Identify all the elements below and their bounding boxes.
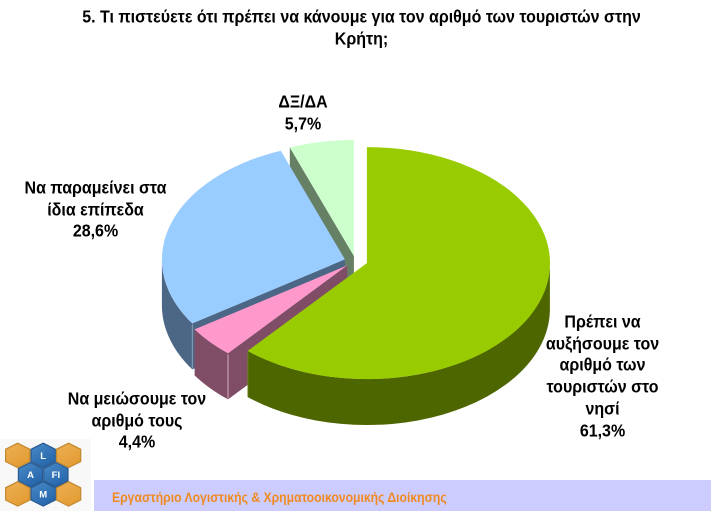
- svg-text:A: A: [27, 470, 34, 481]
- svg-text:L: L: [40, 451, 46, 462]
- svg-text:FI: FI: [52, 470, 60, 481]
- svg-text:M: M: [39, 489, 47, 500]
